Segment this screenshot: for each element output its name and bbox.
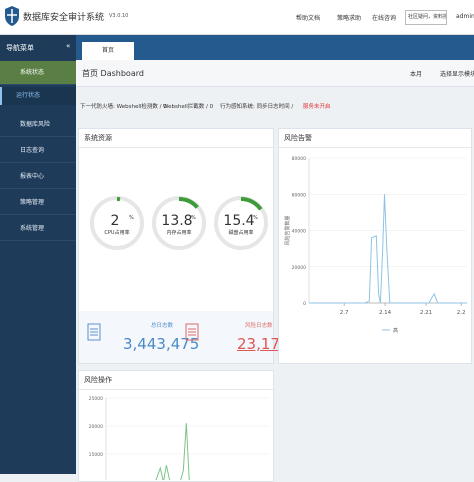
app-title: 数据库安全审计系统 bbox=[23, 10, 104, 23]
y-tick-label: 20000 bbox=[292, 265, 306, 271]
help-link[interactable]: 帮助文档 bbox=[296, 13, 320, 22]
menu-item[interactable]: 策略管理 bbox=[0, 191, 76, 215]
legend-label: 高 bbox=[393, 327, 398, 334]
gauge-unit: % bbox=[129, 215, 134, 221]
y-tick-label: 25000 bbox=[89, 396, 103, 402]
tab[interactable]: 首页 bbox=[82, 42, 134, 60]
top-bar: 数据库安全审计系统 V3.0.10 帮助文档 策略求助 在线咨询 社区疑问，资料… bbox=[0, 0, 474, 35]
firewall-status: 下一代防火墙: Webshell检测数 / 0 bbox=[80, 102, 167, 110]
collapse-btn[interactable]: « bbox=[66, 42, 70, 50]
stat-label: 风险日志数 bbox=[245, 321, 273, 329]
series-line bbox=[309, 194, 467, 303]
version: V3.0.10 bbox=[109, 13, 128, 19]
webshell-block: Webshell拦截数 / 0 bbox=[163, 102, 213, 110]
logo bbox=[4, 5, 20, 27]
behavior-state: 服务未开启 bbox=[303, 102, 331, 110]
gauge-value: 2 bbox=[111, 213, 120, 229]
menu-item[interactable]: 报表中心 bbox=[0, 165, 76, 189]
user-menu[interactable]: admin bbox=[456, 13, 474, 20]
gauge-label: 磁盘占用率 bbox=[228, 229, 253, 236]
resource-panel: 系统资源 2% CPU占用率 13.8% 内存占用率 15.4% 磁盘占用率 总日志数 3… bbox=[78, 128, 274, 364]
search-input[interactable]: 社区疑问，资料搜索 bbox=[405, 10, 447, 25]
y-tick-label: 0 bbox=[303, 301, 306, 307]
gauge-value: 13.8 bbox=[161, 213, 192, 229]
sidebar: 导航菜单 « 系统状态 运行状态 数据库风险 日志查询 报表中心 策略管理 系统… bbox=[0, 35, 76, 474]
gauges: 2% CPU占用率 13.8% 内存占用率 15.4% 磁盘占用率 bbox=[79, 148, 273, 308]
alert-panel: 风险告警 0 20000 40000 60000 80000 2.7 2.14 2.21 2.2… bbox=[278, 128, 472, 364]
y-tick-label: 15000 bbox=[89, 452, 103, 458]
gauge-unit: % bbox=[191, 215, 196, 221]
menu-item[interactable]: 日志查询 bbox=[0, 139, 76, 163]
module-select[interactable]: 选择显示模块 bbox=[440, 69, 474, 78]
y-tick-label: 80000 bbox=[292, 156, 306, 162]
policy-link[interactable]: 策略求助 bbox=[337, 13, 361, 22]
y-tick-label: 60000 bbox=[292, 192, 306, 198]
tab-bar: 首页 bbox=[76, 35, 474, 60]
consult-link[interactable]: 在线咨询 bbox=[372, 13, 396, 22]
gauge-unit: % bbox=[253, 215, 258, 221]
menu-item[interactable]: 系统状态 bbox=[0, 61, 76, 85]
gauge-value: 15.4 bbox=[223, 213, 254, 229]
alert-chart: 0 20000 40000 60000 80000 2.7 2.14 2.21 2.2 风险告警数… bbox=[279, 148, 471, 362]
stats: 总日志数 3,443,475 风险日志数 23,175 bbox=[79, 311, 273, 363]
behavior-status: 行为感知系统: 同步日志时间 / bbox=[220, 102, 293, 110]
x-tick-label: 2.21 bbox=[420, 310, 432, 316]
panel-title: 风险告警 bbox=[279, 129, 471, 148]
x-tick-label: 2.14 bbox=[379, 310, 392, 316]
panel-title: 系统资源 bbox=[79, 129, 273, 148]
gauge-label: CPU占用率 bbox=[104, 229, 129, 236]
panel-title: 风险操作 bbox=[79, 371, 273, 390]
operation-panel: 风险操作 15000 20000 25000 bbox=[78, 370, 274, 482]
y-tick-label: 40000 bbox=[292, 229, 306, 235]
y-tick-label: 20000 bbox=[89, 424, 103, 430]
operation-chart: 15000 20000 25000 bbox=[79, 390, 273, 480]
period-select[interactable]: 本月 bbox=[410, 69, 422, 78]
submenu-item[interactable]: 运行状态 bbox=[0, 87, 76, 105]
y-axis-title: 风险告警数量 bbox=[284, 215, 291, 245]
risk-icon bbox=[185, 323, 199, 341]
x-tick-label: 2.2 bbox=[457, 310, 466, 316]
page-title: 首页 Dashboard bbox=[82, 68, 144, 79]
sidebar-title: 导航菜单 bbox=[6, 43, 34, 53]
stat-label: 总日志数 bbox=[151, 321, 173, 329]
gauge-label: 内存占用率 bbox=[166, 229, 191, 236]
menu-item[interactable]: 系统管理 bbox=[0, 217, 76, 241]
x-tick-label: 2.7 bbox=[340, 310, 349, 316]
log-icon bbox=[87, 323, 101, 341]
series-line bbox=[106, 423, 269, 480]
breadcrumb: 首页 Dashboard 本月 选择显示模块 bbox=[76, 60, 474, 87]
menu-item[interactable]: 数据库风险 bbox=[0, 113, 76, 137]
